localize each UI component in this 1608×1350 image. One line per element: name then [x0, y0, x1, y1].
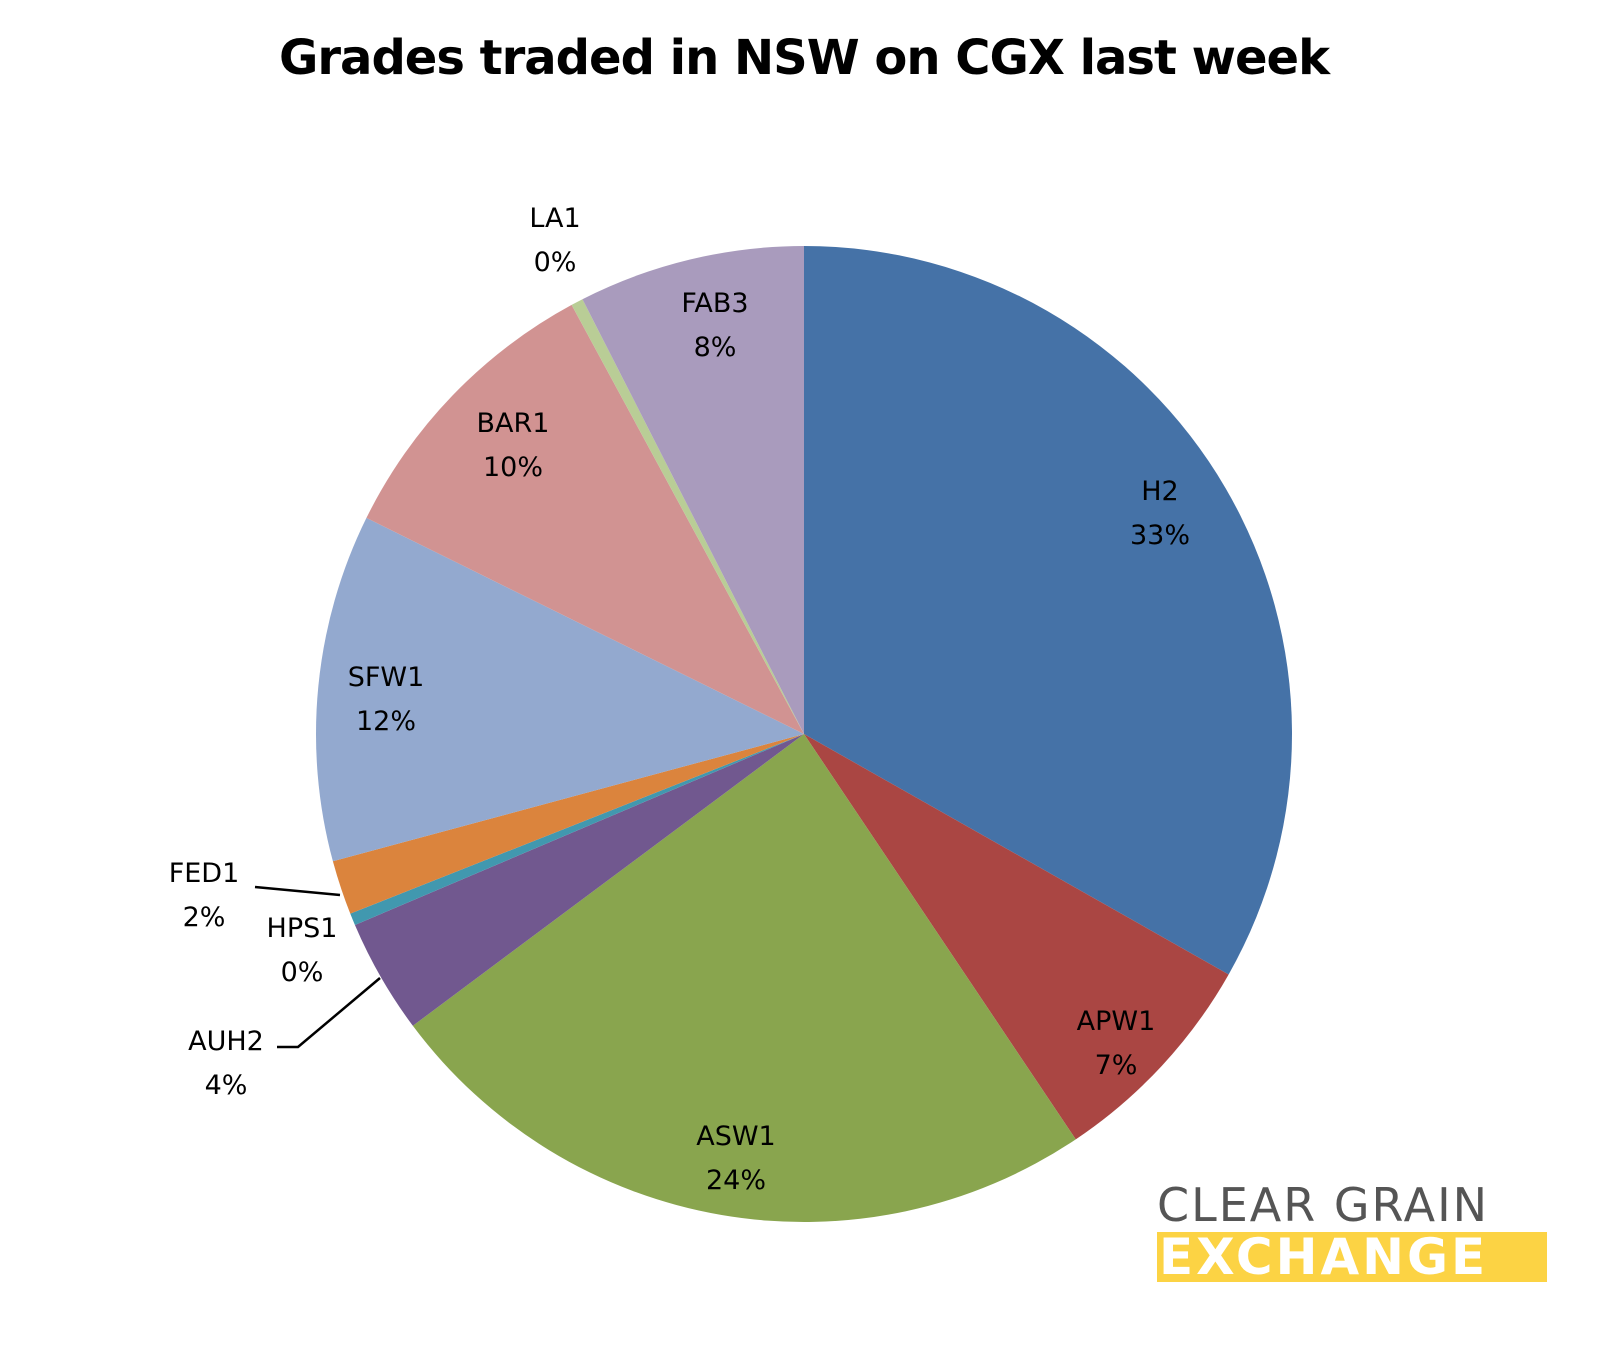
leader-lines	[254, 885, 381, 1049]
pie-slices	[315, 246, 1292, 1223]
leader-line-auh2	[277, 977, 381, 1049]
label-la1: LA1 0%	[529, 203, 580, 278]
slice-fab3	[582, 246, 804, 734]
slice-apw1	[804, 734, 1229, 1140]
label-asw1: ASW1 24%	[696, 1121, 775, 1196]
label-fed1: FED1 2%	[169, 858, 240, 933]
slice-auh2	[354, 734, 804, 1026]
slice-h2	[804, 246, 1292, 975]
chart-title: Grades traded in NSW on CGX last week	[278, 30, 1330, 86]
clear-grain-exchange-logo: CLEAR GRAIN EXCHANGE	[1157, 1180, 1547, 1282]
label-fab3: FAB3 8%	[681, 288, 748, 363]
label-auh2: AUH2 4%	[188, 1026, 264, 1101]
leader-line-fed1	[254, 885, 341, 897]
slice-fed1	[332, 734, 804, 914]
slice-hps1	[350, 734, 804, 925]
label-h2: H2 33%	[1130, 476, 1190, 551]
label-hps1: HPS1 0%	[267, 913, 338, 988]
slice-sfw1	[315, 517, 804, 862]
label-sfw1: SFW1 12%	[348, 662, 425, 737]
slice-la1	[571, 299, 804, 734]
slice-labels: H2 33% APW1 7% ASW1 24% AUH2 4%HPS1 0% FED1 2% SFW1…	[169, 203, 1190, 1196]
logo-line1: CLEAR GRAIN	[1157, 1178, 1490, 1232]
logo-line2: EXCHANGE	[1157, 1232, 1547, 1282]
label-apw1: APW1 7%	[1077, 1006, 1156, 1081]
slice-asw1	[412, 734, 1076, 1223]
label-bar1: BAR1 10%	[477, 408, 550, 483]
slice-bar1	[366, 304, 804, 734]
